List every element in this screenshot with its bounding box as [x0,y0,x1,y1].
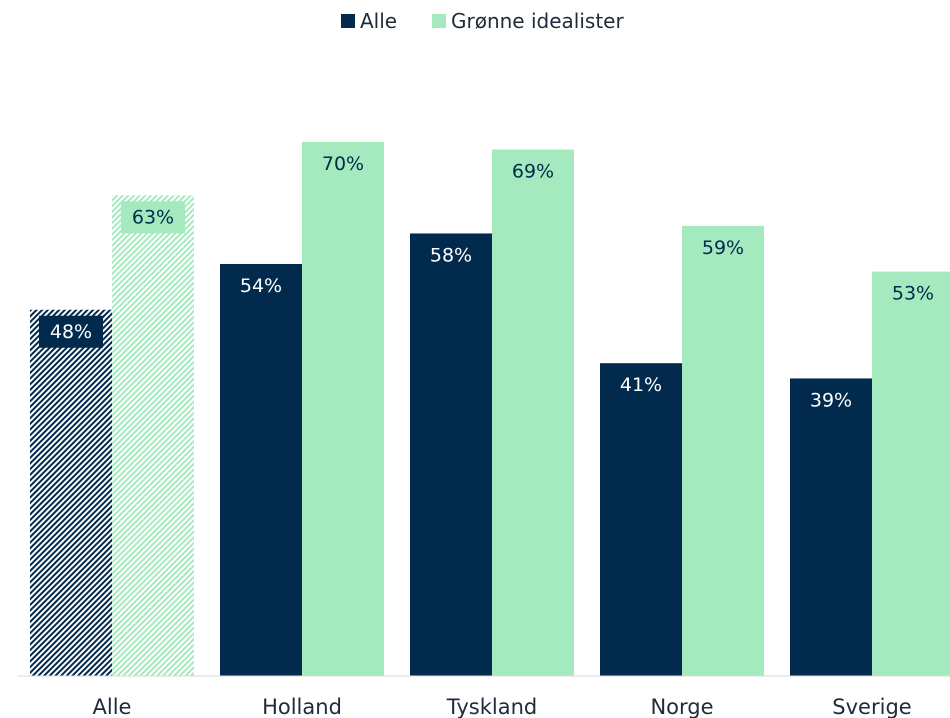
legend-swatch-alle [341,14,355,28]
data-labels: 48% 63% 54% 70% 58% 69% 41% 59% 39% 53% [39,153,934,411]
bar-gronne-idealister-holland [302,141,384,676]
bar-gronne-idealister-tyskland [492,149,574,676]
bar-alle-holland [220,263,302,676]
data-label-box-alle-alle [39,315,103,348]
legend-label-alle: Alle [360,9,397,33]
data-label-alle-alle: 48% [50,321,92,343]
bars [30,141,950,676]
data-label-gronne-idealister-alle: 63% [132,206,174,228]
legend-label-gronne-idealister: Grønne idealister [451,9,624,33]
bar-alle-norge [600,363,682,676]
x-tick-label-holland: Holland [262,695,342,718]
x-tick-label-norge: Norge [650,695,713,718]
data-label-gronne-idealister-sverige: 53% [892,283,934,305]
data-label-gronne-idealister-holland: 70% [322,153,364,175]
bar-gronne-idealister-alle [112,195,194,676]
bar-gronne-idealister-norge [682,225,764,676]
bar-gronne-idealister-sverige [872,271,950,676]
data-label-alle-sverige: 39% [810,389,852,411]
x-tick-label-tyskland: Tyskland [446,695,537,718]
bar-alle-tyskland [410,233,492,676]
data-label-gronne-idealister-norge: 59% [702,237,744,259]
x-tick-label-sverige: Sverige [832,695,911,718]
x-tick-label-alle: Alle [93,695,132,718]
legend: Alle Grønne idealister [341,9,624,33]
data-label-alle-norge: 41% [620,374,662,396]
bar-alle-sverige [790,378,872,676]
bar-alle-alle [30,309,112,676]
data-label-box-gronne-idealister-alle [121,201,185,234]
data-label-alle-tyskland: 58% [430,244,472,266]
legend-swatch-gronne-idealister [432,14,446,28]
data-label-alle-holland: 54% [240,275,282,297]
data-label-gronne-idealister-tyskland: 69% [512,161,554,183]
x-tick-labels: Alle Holland Tyskland Norge Sverige [93,695,912,718]
